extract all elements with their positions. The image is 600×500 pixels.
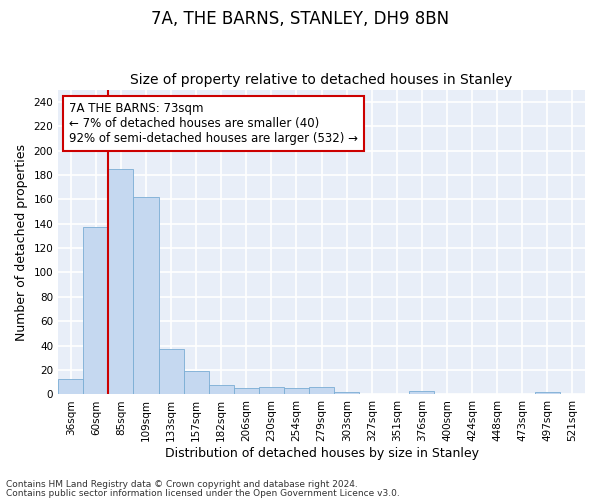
Text: 7A THE BARNS: 73sqm
← 7% of detached houses are smaller (40)
92% of semi-detache: 7A THE BARNS: 73sqm ← 7% of detached hou…: [69, 102, 358, 145]
Title: Size of property relative to detached houses in Stanley: Size of property relative to detached ho…: [130, 73, 513, 87]
Text: 7A, THE BARNS, STANLEY, DH9 8BN: 7A, THE BARNS, STANLEY, DH9 8BN: [151, 10, 449, 28]
Bar: [209, 384, 234, 394]
Bar: [535, 392, 560, 394]
Text: Contains public sector information licensed under the Open Government Licence v3: Contains public sector information licen…: [6, 488, 400, 498]
Bar: [133, 197, 158, 394]
Bar: [284, 388, 309, 394]
X-axis label: Distribution of detached houses by size in Stanley: Distribution of detached houses by size …: [164, 447, 479, 460]
Y-axis label: Number of detached properties: Number of detached properties: [15, 144, 28, 340]
Bar: [259, 387, 284, 394]
Bar: [334, 392, 359, 394]
Bar: [158, 350, 184, 395]
Bar: [83, 228, 109, 394]
Bar: [184, 372, 209, 394]
Text: Contains HM Land Registry data © Crown copyright and database right 2024.: Contains HM Land Registry data © Crown c…: [6, 480, 358, 489]
Bar: [58, 378, 83, 394]
Bar: [109, 169, 133, 394]
Bar: [309, 387, 334, 394]
Bar: [409, 391, 434, 394]
Bar: [234, 388, 259, 394]
